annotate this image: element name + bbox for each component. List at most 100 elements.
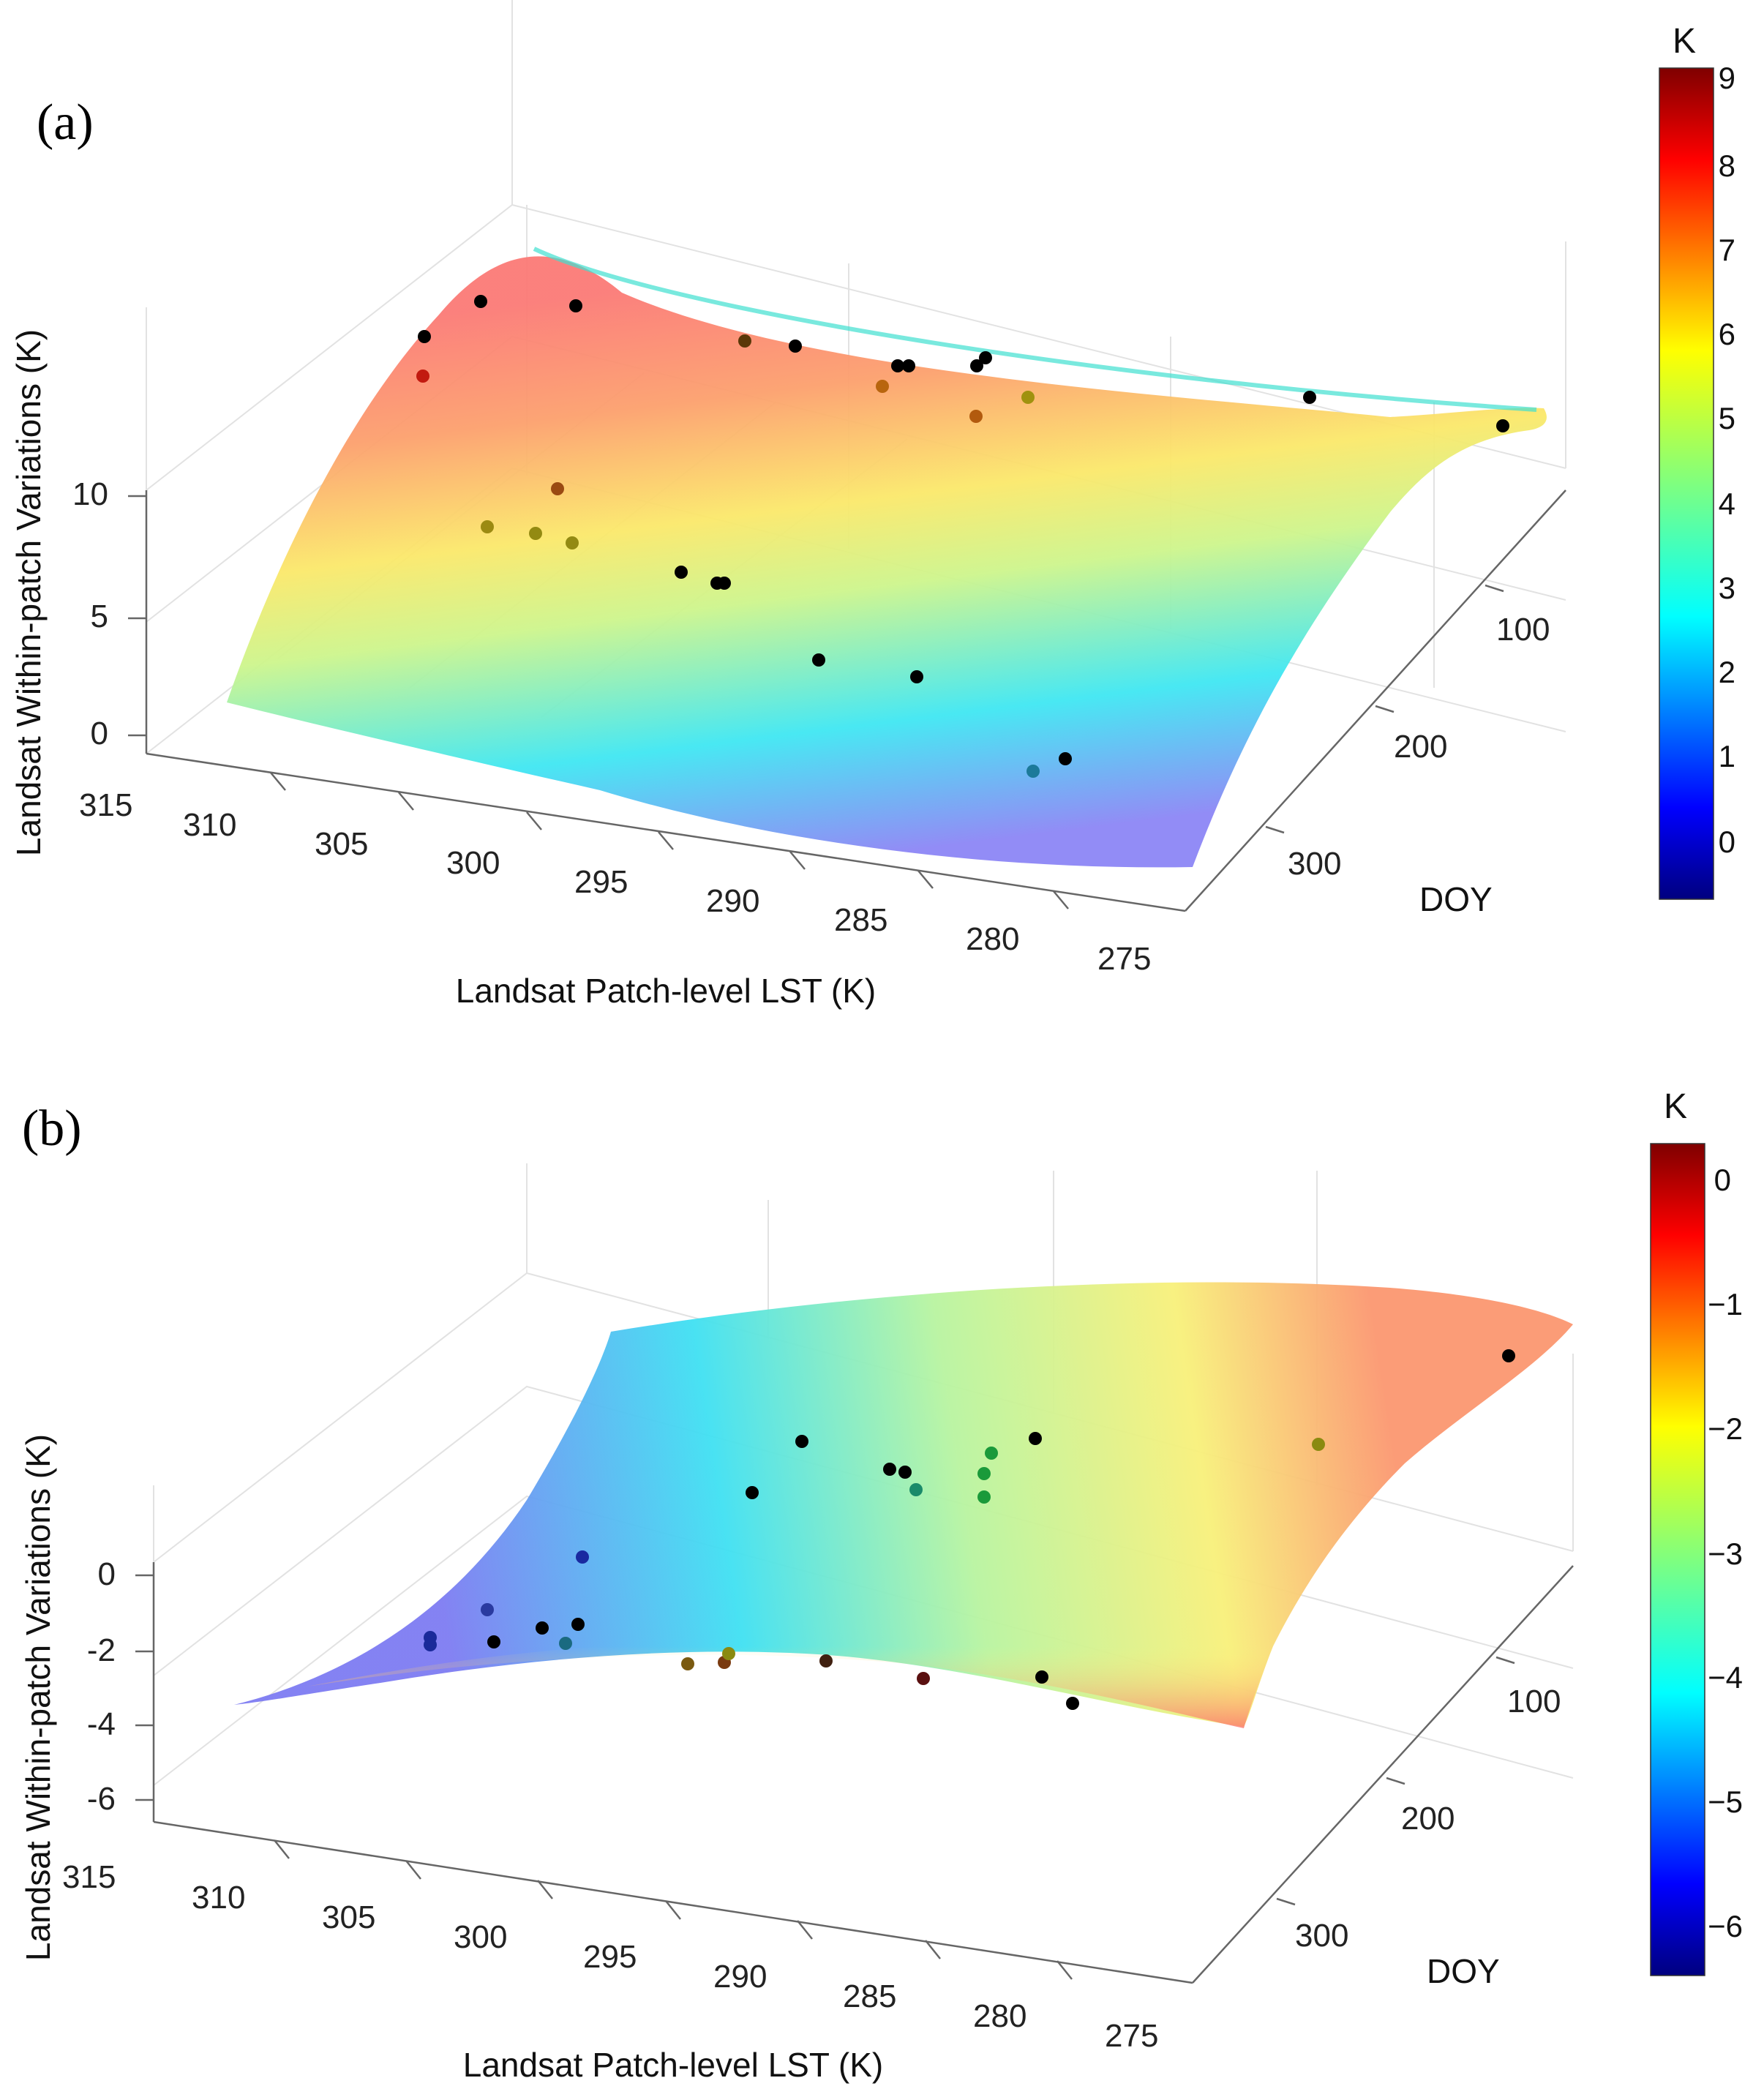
- data-point: [551, 482, 564, 495]
- data-point: [1066, 1697, 1079, 1710]
- data-point: [1059, 752, 1072, 765]
- panel-a-colorbar-tick: 9: [1719, 61, 1735, 95]
- data-point: [970, 359, 983, 372]
- panel-b-colorbar-tick: −5: [1708, 1785, 1743, 1819]
- data-point: [909, 1483, 923, 1496]
- data-point: [977, 1467, 991, 1480]
- panel-b-points: [424, 1349, 1515, 1710]
- panel-a-colorbar-tick: 5: [1719, 401, 1735, 435]
- panel-b-label: (b): [22, 1100, 82, 1157]
- data-point: [738, 334, 751, 348]
- panel-b-colorbar-tick: −2: [1708, 1411, 1743, 1446]
- data-point: [474, 295, 487, 308]
- panel-b-x-tick: 295: [583, 1939, 637, 1975]
- data-point: [1027, 765, 1040, 778]
- panel-b-z-tick: 0: [98, 1556, 116, 1592]
- data-point: [566, 536, 579, 549]
- data-point: [1035, 1670, 1048, 1684]
- panel-b-colorbar-title: K: [1664, 1087, 1687, 1126]
- data-point: [571, 1618, 585, 1631]
- data-point: [812, 653, 825, 667]
- data-point: [819, 1654, 833, 1668]
- panel-b-colorbar: K 0 −1 −2 −3 −4 −5 −6: [1650, 1087, 1743, 1976]
- panel-b-y-tick: 300: [1295, 1918, 1348, 1954]
- data-point: [529, 527, 542, 540]
- panel-a-axis-ticks: [128, 495, 1504, 909]
- panel-b-y-tick: 200: [1401, 1801, 1455, 1837]
- panel-a-x-tick: 290: [706, 883, 759, 919]
- panel-a-colorbar-tick: 1: [1719, 739, 1735, 773]
- panel-a-z-label: Landsat Within-patch Variations (K): [10, 329, 48, 856]
- data-point: [789, 340, 802, 353]
- panel-a-x-tick: 285: [834, 902, 887, 938]
- data-point: [985, 1447, 998, 1460]
- data-point: [1502, 1349, 1515, 1362]
- data-point: [1021, 391, 1035, 404]
- data-point: [969, 410, 983, 423]
- panel-b-colorbar-tick: 0: [1714, 1163, 1731, 1197]
- panel-a-y-label: DOY: [1419, 880, 1493, 918]
- data-point: [746, 1486, 759, 1499]
- panel-a-label: (a): [37, 94, 94, 151]
- panel-b-z-tick: -2: [87, 1632, 116, 1668]
- data-point: [977, 1490, 991, 1504]
- data-point: [917, 1672, 930, 1685]
- panel-b-z-tick: -4: [87, 1706, 116, 1742]
- panel-a-y-tick: 200: [1394, 729, 1447, 765]
- data-point: [898, 1466, 912, 1479]
- panel-a-points: [416, 295, 1509, 778]
- panel-a-x-tick: 280: [966, 921, 1019, 957]
- data-point: [559, 1637, 572, 1650]
- panel-a-colorbar-tick: 0: [1719, 825, 1735, 859]
- data-point: [416, 369, 429, 383]
- data-point: [883, 1463, 896, 1476]
- panel-b-axis-ticks: [135, 1574, 1515, 1980]
- panel-b-x-tick: 275: [1105, 2018, 1158, 2054]
- panel-b-x-tick: 290: [713, 1959, 767, 1995]
- data-point: [569, 299, 582, 312]
- panel-a-colorbar-tick: 6: [1719, 317, 1735, 351]
- data-point: [481, 520, 494, 533]
- data-point: [1312, 1438, 1325, 1451]
- panel-a-colorbar-tick: 4: [1719, 487, 1735, 521]
- panel-a: (a): [10, 0, 1735, 1010]
- data-point: [418, 330, 431, 343]
- panel-a-x-tick: 305: [315, 826, 368, 862]
- panel-a-colorbar: K 9 8 7 6 5 4 3 2 1 0: [1659, 22, 1735, 900]
- panel-a-z-tick: 10: [72, 476, 108, 512]
- data-point: [979, 351, 992, 364]
- panel-a-x-tick: 310: [183, 807, 236, 843]
- panel-a-z-tick: 5: [91, 599, 108, 634]
- data-point: [1303, 391, 1316, 404]
- panel-b-x-tick: 315: [62, 1859, 116, 1895]
- panel-b-x-tick: 310: [192, 1880, 245, 1916]
- panel-b-colorbar-tick: −3: [1708, 1537, 1743, 1571]
- panel-a-colorbar-title: K: [1673, 22, 1696, 61]
- panel-b-y-label: DOY: [1427, 1952, 1500, 1990]
- panel-b-surface-front: [307, 1632, 1273, 1728]
- data-point: [481, 1603, 494, 1616]
- panel-a-x-tick: 295: [574, 864, 628, 900]
- panel-b-z-tick: -6: [87, 1781, 116, 1817]
- data-point: [876, 380, 889, 393]
- panel-b-colorbar-tick: −1: [1708, 1287, 1743, 1321]
- data-point: [795, 1435, 808, 1448]
- panel-b-colorbar-ramp: [1650, 1143, 1705, 1976]
- panel-b-x-tick: 285: [843, 1978, 896, 2014]
- data-point: [424, 1638, 437, 1651]
- panel-b-x-tick: 280: [973, 1998, 1027, 2034]
- panel-a-colorbar-tick: 3: [1719, 571, 1735, 605]
- panel-a-colorbar-tick: 8: [1719, 149, 1735, 183]
- panel-a-x-tick: 275: [1097, 941, 1151, 977]
- panel-a-surface-ridge: [533, 247, 1537, 412]
- data-point: [718, 577, 731, 590]
- panel-b-x-tick: 300: [454, 1919, 507, 1955]
- panel-b-surface: [234, 1282, 1573, 1727]
- panel-b-colorbar-tick: −6: [1708, 1909, 1743, 1943]
- panel-b: (b): [19, 1087, 1743, 2084]
- panel-a-y-tick: 100: [1496, 612, 1550, 648]
- data-point: [1496, 419, 1509, 432]
- panel-a-surface: [227, 256, 1547, 868]
- panel-a-colorbar-ramp: [1659, 67, 1714, 900]
